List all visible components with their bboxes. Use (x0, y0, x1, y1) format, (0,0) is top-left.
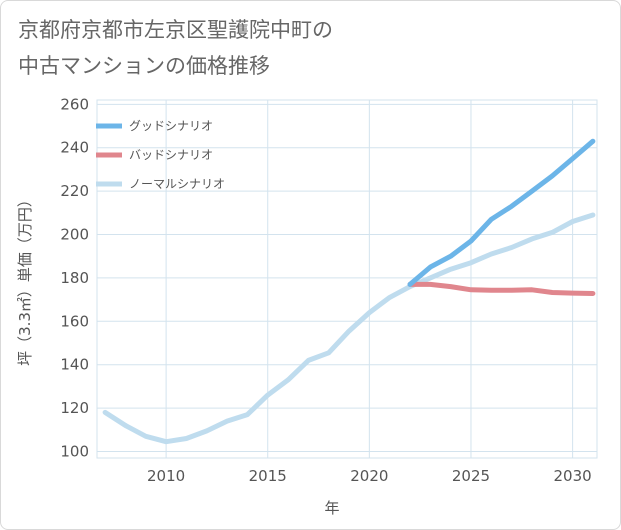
x-tick-label: 2020 (350, 467, 388, 485)
series-line-0 (407, 138, 596, 287)
series-line-1 (407, 281, 596, 296)
series-line-2 (102, 212, 596, 445)
y-tick-label: 100 (60, 442, 89, 460)
x-tick-label: 2010 (147, 467, 185, 485)
x-axis-label: 年 (324, 499, 339, 517)
y-tick-label: 240 (60, 139, 89, 157)
plot-area (96, 99, 598, 459)
x-tick-label: 2015 (249, 467, 287, 485)
x-tick-label: 2025 (452, 467, 490, 485)
series-lines (102, 138, 596, 445)
legend-label-0: グッドシナリオ (129, 119, 213, 133)
legend-label-1: バッドシナリオ (129, 148, 213, 162)
grid (96, 99, 598, 459)
x-tick-label: 2030 (554, 467, 592, 485)
y-tick-label: 120 (60, 399, 89, 417)
y-tick-label: 220 (60, 182, 89, 200)
y-tick-label: 140 (60, 356, 89, 374)
y-tick-label: 160 (60, 312, 89, 330)
y-tick-label: 200 (60, 226, 89, 244)
y-axis-label: 坪（3.3㎡）単価（万円） (16, 192, 34, 366)
y-tick-label: 180 (60, 269, 89, 287)
tick-labels: 100 120 140 160 180 200 220 240 260 2010 2015 2020 2… (60, 95, 591, 485)
chart-title: 京都府京都市左京区聖護院中町の 中古マンションの価格推移 (18, 18, 333, 78)
y-tick-label: 260 (60, 95, 89, 113)
legend-label-2: ノーマルシナリオ (129, 177, 225, 191)
